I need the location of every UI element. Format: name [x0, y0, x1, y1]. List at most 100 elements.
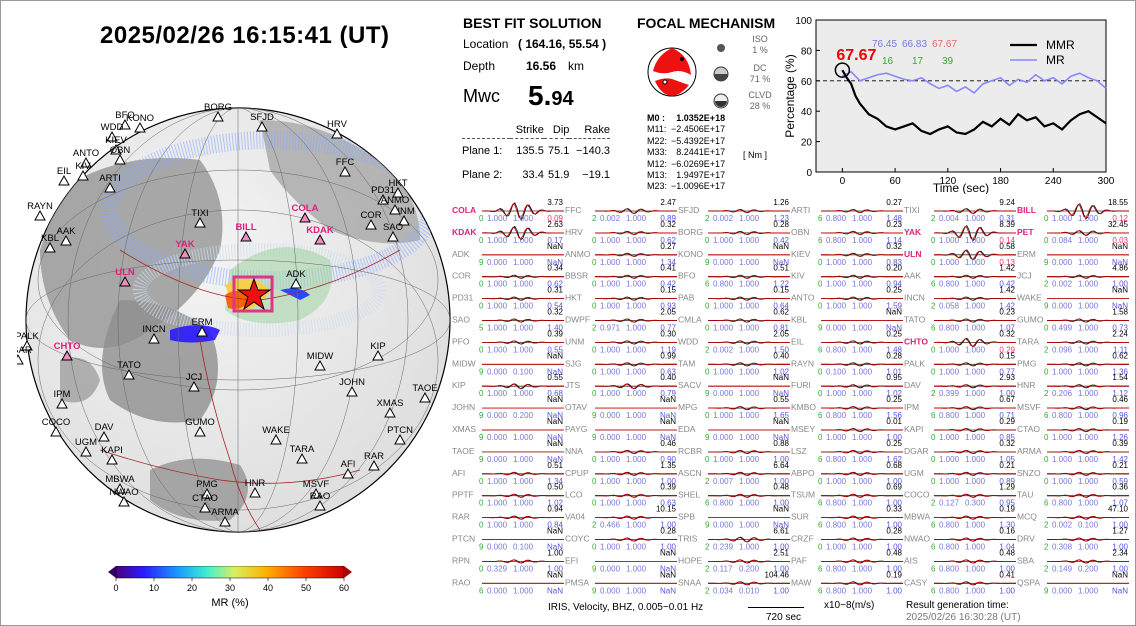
quality-flag: 0 — [818, 302, 823, 311]
quality-flag: 6 — [818, 586, 823, 595]
station-triangle-icon — [314, 233, 326, 245]
mr-value: 1.00 — [1112, 280, 1128, 289]
weight-value: 0.800 — [826, 586, 847, 595]
station-name: BORG — [678, 227, 703, 237]
best-fit-solution: BEST FIT SOLUTION Location ( 164.16, 55.… — [463, 15, 623, 81]
waveform-cell: PMSA NaN 9 0.000 1.000 NaN — [565, 570, 677, 595]
quality-flag: 9 — [1044, 258, 1049, 267]
synthetic-trace — [595, 493, 677, 498]
solution-title: BEST FIT SOLUTION — [463, 15, 602, 31]
station-marker: WAKE — [262, 425, 290, 445]
station-marker: AAK — [56, 226, 76, 246]
weight-value-2: 1.000 — [626, 324, 647, 333]
station-name: SBA — [1017, 555, 1034, 565]
waveform-cell: ASCN 6.64 2 0.007 1.000 1.00 — [678, 461, 790, 486]
mr-value: 0.84 — [547, 521, 563, 530]
station-triangle-icon — [346, 385, 358, 397]
event-datetime: 2025/02/26 16:15:41 (UT) — [100, 22, 390, 49]
station-name: KIV — [791, 271, 805, 281]
synthetic-trace — [482, 493, 564, 498]
weight-value: 1.000 — [713, 367, 734, 376]
weight-value-2: 0.100 — [513, 367, 534, 376]
weight-value: 0.800 — [713, 280, 734, 289]
amplitude-ratio: 0.31 — [547, 286, 563, 295]
station-label: KDAK — [306, 225, 334, 236]
mr-value: NaN — [547, 258, 563, 267]
waveform-cell: OTAV NaN 9 0.000 1.000 NaN — [565, 395, 677, 420]
waveform-cell: AIS 0.48 6 0.800 1.000 1.00 — [904, 548, 1016, 573]
weight-value: 1.000 — [600, 258, 621, 267]
weight-value: 1.000 — [939, 236, 960, 245]
amplitude-ratio: 0.28 — [886, 527, 902, 536]
station-label: UGM — [75, 437, 97, 448]
station-name: TRIS — [678, 534, 698, 544]
mr-value: NaN — [773, 521, 789, 530]
station-name: PET — [1017, 227, 1034, 237]
synthetic-trace — [595, 318, 677, 323]
station-triangle-icon — [270, 433, 282, 445]
station-triangle-icon — [119, 275, 131, 287]
station-marker: ANMO — [381, 195, 409, 215]
weight-value: 0.239 — [713, 543, 734, 552]
synthetic-trace — [1047, 537, 1129, 542]
x-tick-label: 180 — [992, 176, 1009, 187]
station-label: HKT — [389, 178, 408, 189]
weight-value: 0.000 — [600, 586, 621, 595]
station-marker: PD31 — [371, 185, 395, 205]
mr-value: 1.00 — [1112, 564, 1128, 573]
station-triangle-icon — [384, 406, 396, 418]
weight-value-2: 1.000 — [739, 389, 760, 398]
depth-label: Depth — [463, 59, 496, 73]
amplitude-ratio: NaN — [773, 373, 789, 382]
station-name: CRZF — [791, 534, 814, 544]
quality-flag: 0 — [592, 280, 597, 289]
quality-flag: 0 — [931, 258, 936, 267]
station-name: CMLA — [678, 315, 702, 325]
y-tick-label: 100 — [795, 16, 812, 27]
amplitude-ratio: 9.24 — [999, 198, 1015, 207]
station-triangle-icon — [377, 193, 389, 205]
weight-value: 0.800 — [826, 214, 847, 223]
x-tick-label: 60 — [890, 176, 902, 187]
weight-value-2: 1.000 — [852, 345, 873, 354]
weight-value-2: 1.000 — [1078, 411, 1099, 420]
weight-value: 1.000 — [939, 345, 960, 354]
station-name: COLA — [452, 205, 476, 215]
quality-flag: 0 — [1044, 455, 1049, 464]
waveform-cell: TRIS 6.61 2 0.239 1.000 1.00 — [678, 527, 790, 552]
station-marker: BFO — [115, 110, 135, 130]
station-name: KAPI — [904, 424, 923, 434]
station-name: LSZ — [791, 446, 807, 456]
station-name: ERM — [1017, 249, 1036, 259]
synthetic-trace — [821, 559, 903, 564]
weight-value-2: 1.000 — [626, 521, 647, 530]
synthetic-trace — [934, 537, 1016, 542]
weight-value-2: 1.000 — [852, 477, 873, 486]
waveform-cell: ARTI 0.27 6 0.800 1.000 1.48 — [791, 198, 903, 223]
station-name: MSEY — [791, 424, 815, 434]
weight-value-2: 1.000 — [852, 258, 873, 267]
dc-label: DC — [753, 63, 767, 73]
weight-value-2: 1.000 — [513, 433, 534, 442]
waveform-cell: SACV NaN 9 0.000 1.000 NaN — [678, 373, 790, 398]
waveform-cell: KBL NaN 9 0.000 1.000 NaN — [791, 308, 903, 333]
weight-value: 1.000 — [487, 280, 508, 289]
amplitude-ratio: 0.33 — [886, 505, 902, 514]
waveform-cell: DRV 1.27 2 0.308 1.000 1.00 — [1017, 527, 1129, 552]
weight-value: 1.000 — [713, 324, 734, 333]
quality-flag: 0 — [592, 499, 597, 508]
weight-value: 1.000 — [487, 324, 508, 333]
weight-value: 0.800 — [826, 499, 847, 508]
amplitude-ratio: 1.27 — [1112, 527, 1128, 536]
amplitude-ratio: 0.46 — [660, 439, 676, 448]
weight-value-2: 0.200 — [739, 564, 760, 573]
weight-value: 1.000 — [939, 258, 960, 267]
sub-mr-value: 67.67 — [932, 39, 957, 50]
synthetic-trace — [821, 384, 903, 389]
weight-value-2: 1.000 — [1078, 586, 1099, 595]
quality-flag: 9 — [592, 564, 597, 573]
station-label: UNM — [393, 206, 415, 217]
